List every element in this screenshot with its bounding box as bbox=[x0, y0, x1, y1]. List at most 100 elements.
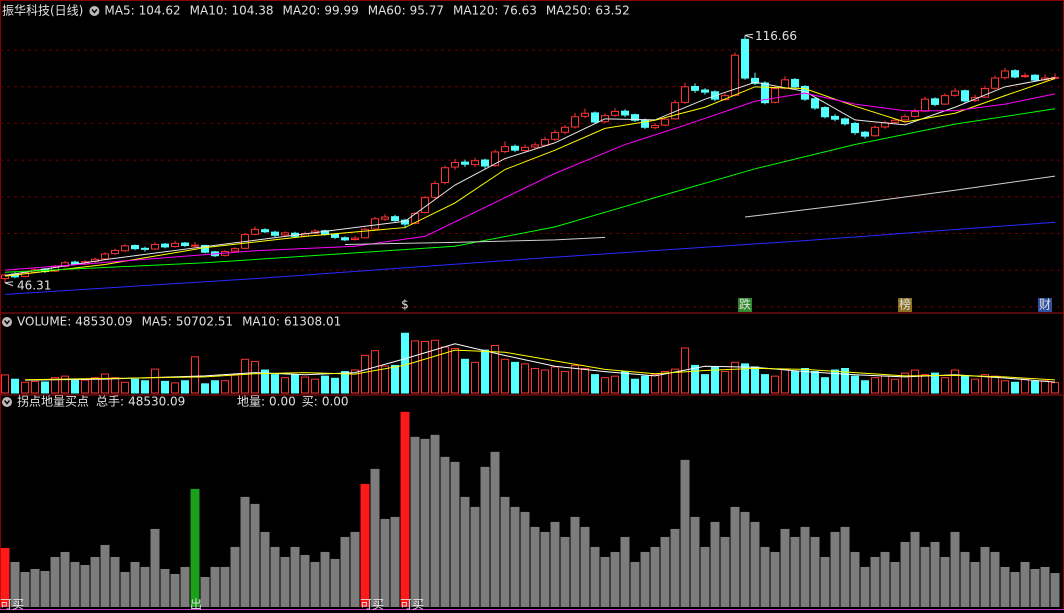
candle-body bbox=[991, 77, 999, 89]
volume-bar bbox=[781, 368, 789, 394]
candle-body bbox=[701, 89, 709, 93]
candle-body bbox=[911, 110, 919, 117]
volume-bar bbox=[791, 371, 799, 394]
indicator-bar bbox=[650, 546, 660, 607]
indicator-bar bbox=[60, 551, 70, 607]
volume-bar bbox=[501, 358, 509, 394]
indicator-bar bbox=[110, 556, 120, 607]
ma-line bbox=[4, 77, 1056, 276]
indicator-bar bbox=[190, 488, 200, 607]
indicator-bar bbox=[830, 531, 840, 607]
indicator-bar bbox=[240, 496, 250, 607]
legend-value: 104.38 bbox=[232, 4, 274, 18]
indicator-bar bbox=[330, 558, 340, 607]
indicator-bar bbox=[150, 528, 160, 607]
legend-name: MA60: bbox=[368, 4, 406, 18]
indicator-bar bbox=[520, 511, 530, 607]
candle-body bbox=[841, 118, 849, 125]
candle-body bbox=[491, 151, 499, 167]
volume-bar bbox=[151, 368, 159, 394]
volume-bar bbox=[201, 383, 209, 394]
ma-line bbox=[4, 108, 1056, 273]
legend-value: 99.99 bbox=[324, 4, 358, 18]
legend-value: 61308.01 bbox=[284, 315, 341, 329]
ma-line bbox=[4, 221, 1056, 295]
volume-bar bbox=[661, 371, 669, 394]
indicator-bar bbox=[660, 536, 670, 607]
candle-body bbox=[821, 107, 829, 118]
indicator-bar bbox=[790, 536, 800, 607]
volume-bar bbox=[481, 349, 489, 394]
indicator-bar bbox=[500, 496, 510, 607]
volume-bar bbox=[81, 379, 89, 394]
volume-bar bbox=[341, 371, 349, 394]
volume-bar bbox=[1, 374, 9, 394]
indicator-bar bbox=[420, 438, 430, 607]
volume-bar bbox=[571, 364, 579, 394]
volume-bar bbox=[41, 381, 49, 394]
legend-value: 50702.51 bbox=[176, 315, 233, 329]
indicator-bar bbox=[360, 483, 370, 607]
volume-bar bbox=[221, 380, 229, 394]
candle-body bbox=[111, 249, 119, 255]
pane-title: 拐点地量买点 bbox=[17, 394, 89, 409]
signal-label: 可买 bbox=[360, 598, 384, 612]
output-name: 地量: bbox=[237, 395, 265, 409]
volume-bar bbox=[121, 381, 129, 394]
volume-bar bbox=[811, 371, 819, 394]
volume-bar bbox=[231, 374, 239, 394]
legend-name: MA120: bbox=[453, 4, 499, 18]
volume-bar bbox=[351, 369, 359, 394]
legend-value: 63.52 bbox=[595, 4, 629, 18]
volume-bar bbox=[641, 375, 649, 394]
indicator-bar bbox=[0, 547, 10, 607]
indicator-bar bbox=[440, 456, 450, 607]
indicator-bar bbox=[260, 531, 270, 607]
indicator-bar bbox=[160, 568, 170, 607]
candle-body bbox=[481, 159, 489, 167]
volume-bar bbox=[561, 371, 569, 394]
candle-body bbox=[271, 231, 279, 236]
volume-bar bbox=[751, 366, 759, 394]
candle-body bbox=[381, 216, 389, 220]
candle-body bbox=[261, 229, 269, 233]
candle-body bbox=[921, 98, 929, 112]
volume-bar bbox=[951, 369, 959, 394]
signal-label: 可买 bbox=[400, 598, 424, 612]
candle-body bbox=[201, 245, 209, 253]
candle-body bbox=[371, 218, 379, 230]
volume-bar bbox=[581, 367, 589, 394]
candle-body bbox=[1011, 70, 1019, 78]
max-label: 116.66 bbox=[755, 29, 797, 43]
volume-bar bbox=[631, 378, 639, 394]
candle-body bbox=[571, 116, 579, 128]
indicator-bar bbox=[1020, 561, 1030, 607]
legend-name: MA5: bbox=[142, 315, 172, 329]
candle-body bbox=[761, 82, 769, 104]
indicator-bar bbox=[1050, 573, 1060, 607]
indicator-bar bbox=[760, 546, 770, 607]
candle-body bbox=[1031, 74, 1039, 81]
max-pointer bbox=[744, 33, 754, 39]
volume-bar bbox=[401, 332, 409, 394]
indicator-bar bbox=[410, 436, 420, 607]
volume-bar bbox=[901, 372, 909, 394]
candle-body bbox=[451, 161, 459, 168]
volume-bar bbox=[381, 365, 389, 394]
volume-bar bbox=[921, 374, 929, 394]
indicator-bar bbox=[990, 551, 1000, 607]
volume-bar bbox=[411, 340, 419, 394]
indicator-bar bbox=[560, 536, 570, 607]
candle-body bbox=[671, 102, 679, 120]
indicator-bar bbox=[70, 561, 80, 607]
volume-bar bbox=[741, 363, 749, 394]
candle-body bbox=[811, 98, 819, 109]
indicator-bar bbox=[460, 496, 470, 607]
volume-bar bbox=[1051, 382, 1059, 394]
candle-body bbox=[361, 228, 369, 239]
indicator-bar bbox=[960, 551, 970, 607]
volume-bar bbox=[711, 366, 719, 394]
indicator-bar bbox=[670, 528, 680, 607]
candle-body bbox=[191, 244, 199, 247]
candle-body bbox=[501, 146, 509, 153]
